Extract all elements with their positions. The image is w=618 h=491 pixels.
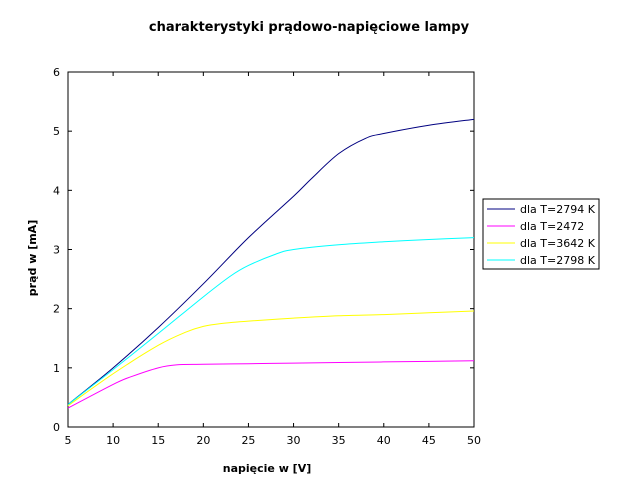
y-tick-label: 3 xyxy=(53,244,60,257)
x-tick-label: 20 xyxy=(196,434,210,447)
series-line-3 xyxy=(67,310,475,407)
y-axis-label: prąd w [mA] xyxy=(26,220,39,296)
x-tick-label: 45 xyxy=(422,434,436,447)
y-tick-label: 6 xyxy=(53,66,60,79)
series-line-4 xyxy=(67,237,475,405)
y-tick-label: 5 xyxy=(53,125,60,138)
x-tick-label: 5 xyxy=(65,434,72,447)
x-tick-label: 35 xyxy=(332,434,346,447)
legend-label-4: dla T=2798 K xyxy=(520,254,596,267)
x-tick-label: 50 xyxy=(467,434,481,447)
y-tick-label: 1 xyxy=(53,362,60,375)
legend-label-2: dla T=2472 xyxy=(520,220,584,233)
y-tick-label: 0 xyxy=(53,421,60,434)
legend-box xyxy=(482,198,600,270)
x-tick-label: 40 xyxy=(377,434,391,447)
x-tick-label: 10 xyxy=(106,434,120,447)
series-line-2 xyxy=(67,360,475,409)
legend-label-3: dla T=3642 K xyxy=(520,237,596,250)
x-tick-label: 15 xyxy=(151,434,165,447)
chart-title: charakterystyki prądowo-napięciowe lampy xyxy=(149,20,470,35)
x-tick-label: 25 xyxy=(241,434,255,447)
x-tick-label: 30 xyxy=(287,434,301,447)
legend-label-1: dla T=2794 K xyxy=(520,203,596,216)
x-axis: 5 10 15 20 25 30 35 40 45 50 xyxy=(65,72,481,447)
x-axis-label: napięcie w [V] xyxy=(223,462,312,475)
y-tick-label: 2 xyxy=(53,303,60,316)
legend: dla T=2794 K dla T=2472 dla T=3642 K dla T=… xyxy=(482,198,600,270)
series-line-1 xyxy=(67,118,475,405)
series-group xyxy=(67,118,475,409)
y-axis: 0 1 2 3 4 5 6 xyxy=(53,66,474,434)
y-tick-label: 4 xyxy=(53,184,60,197)
plot-area xyxy=(67,71,475,428)
